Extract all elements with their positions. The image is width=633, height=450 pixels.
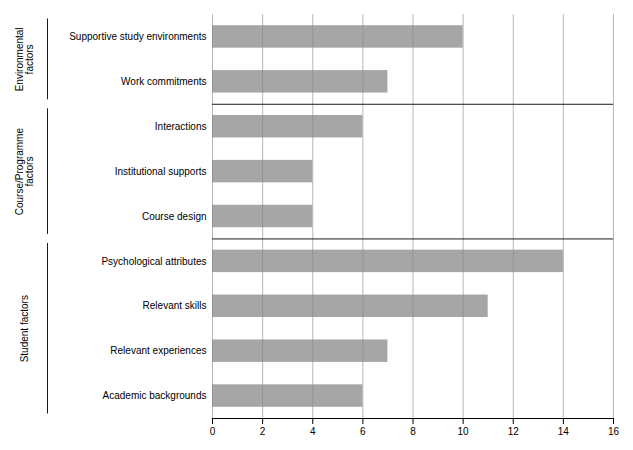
svg-text:Academic backgrounds: Academic backgrounds [103,390,207,401]
svg-text:2: 2 [260,426,266,437]
svg-text:10: 10 [458,426,470,437]
svg-text:Course/Programmefactors: Course/Programmefactors [14,128,35,216]
svg-text:Environmentalfactors: Environmentalfactors [14,27,35,91]
svg-text:Student factors: Student factors [19,295,30,362]
svg-text:0: 0 [210,426,216,437]
svg-text:6: 6 [360,426,366,437]
svg-text:12: 12 [508,426,520,437]
svg-text:Relevant experiences: Relevant experiences [110,345,206,356]
svg-text:8: 8 [410,426,416,437]
svg-text:Psychological attributes: Psychological attributes [101,256,206,267]
svg-text:16: 16 [608,426,620,437]
svg-text:4: 4 [310,426,316,437]
svg-text:Supportive study environments: Supportive study environments [69,31,206,42]
svg-text:14: 14 [558,426,570,437]
svg-text:Institutional supports: Institutional supports [115,166,207,177]
svg-text:Work commitments: Work commitments [121,76,206,87]
svg-text:Course design: Course design [142,211,206,222]
svg-text:Interactions: Interactions [155,121,207,132]
svg-text:Relevant skills: Relevant skills [143,300,207,311]
